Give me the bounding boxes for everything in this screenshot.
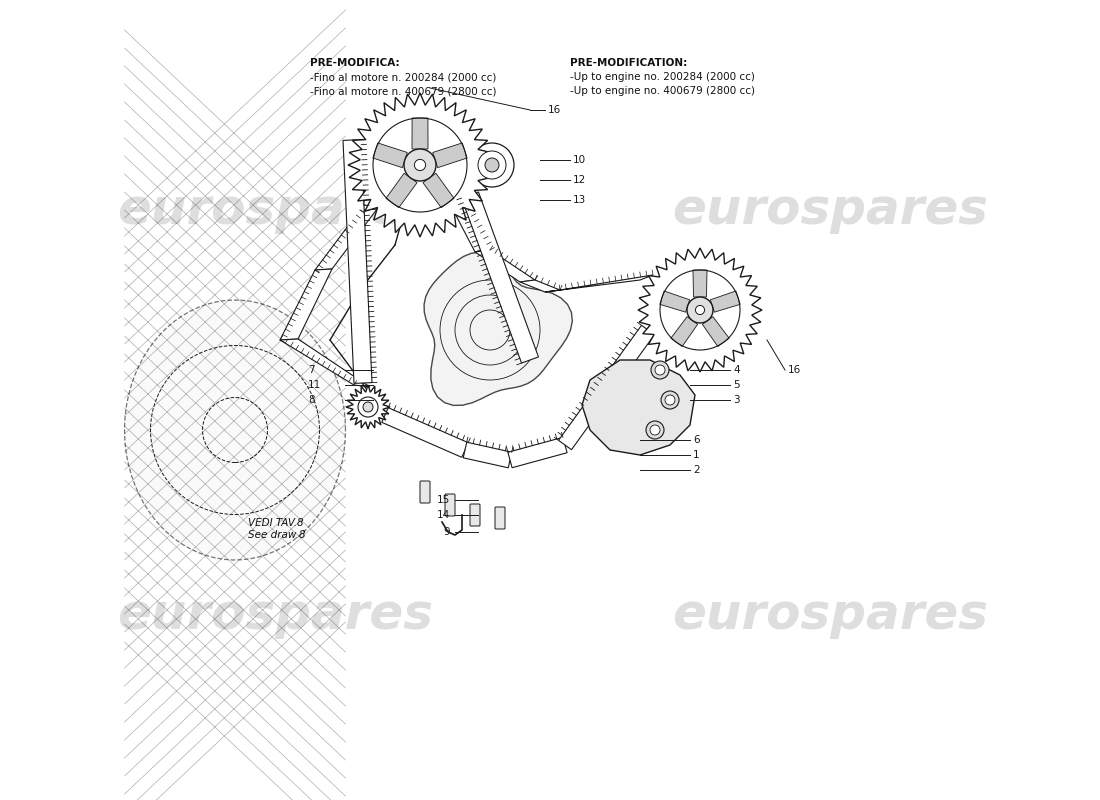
Polygon shape bbox=[422, 174, 454, 208]
Text: VEDI TAV.8
See draw.8: VEDI TAV.8 See draw.8 bbox=[248, 518, 306, 540]
Text: -Fino al motore n. 200284 (2000 cc): -Fino al motore n. 200284 (2000 cc) bbox=[310, 72, 496, 82]
Polygon shape bbox=[703, 317, 729, 346]
Polygon shape bbox=[660, 291, 690, 312]
Polygon shape bbox=[432, 143, 468, 168]
Circle shape bbox=[646, 421, 664, 439]
Text: 11: 11 bbox=[308, 380, 321, 390]
Text: -Up to engine no. 400679 (2800 cc): -Up to engine no. 400679 (2800 cc) bbox=[570, 86, 755, 96]
Polygon shape bbox=[693, 270, 707, 297]
Polygon shape bbox=[343, 139, 372, 383]
Circle shape bbox=[695, 306, 704, 314]
Polygon shape bbox=[520, 280, 560, 292]
Circle shape bbox=[651, 361, 669, 379]
Polygon shape bbox=[582, 360, 695, 455]
Text: 3: 3 bbox=[733, 395, 739, 405]
Text: PRE-MODIFICA:: PRE-MODIFICA: bbox=[310, 58, 399, 68]
Polygon shape bbox=[671, 317, 697, 346]
Circle shape bbox=[478, 151, 506, 179]
Text: 10: 10 bbox=[573, 155, 586, 165]
Text: 5: 5 bbox=[733, 380, 739, 390]
Polygon shape bbox=[386, 174, 417, 208]
Text: 12: 12 bbox=[573, 175, 586, 185]
Circle shape bbox=[363, 402, 373, 412]
Text: eurospares: eurospares bbox=[117, 591, 433, 639]
Text: 16: 16 bbox=[788, 365, 801, 375]
Polygon shape bbox=[360, 170, 396, 210]
Text: eurospares: eurospares bbox=[672, 186, 988, 234]
Circle shape bbox=[688, 297, 713, 323]
Circle shape bbox=[654, 365, 666, 375]
Circle shape bbox=[666, 395, 675, 405]
Text: 8: 8 bbox=[308, 395, 315, 405]
Circle shape bbox=[650, 425, 660, 435]
Polygon shape bbox=[508, 438, 568, 468]
Text: 7: 7 bbox=[308, 365, 315, 375]
Polygon shape bbox=[346, 385, 390, 429]
Circle shape bbox=[661, 391, 679, 409]
Polygon shape bbox=[348, 93, 492, 237]
Polygon shape bbox=[315, 209, 377, 270]
Circle shape bbox=[415, 159, 426, 170]
Text: 1: 1 bbox=[693, 450, 700, 460]
Text: eurospares: eurospares bbox=[117, 186, 433, 234]
Polygon shape bbox=[373, 143, 407, 168]
Text: -Up to engine no. 200284 (2000 cc): -Up to engine no. 200284 (2000 cc) bbox=[570, 72, 755, 82]
Circle shape bbox=[485, 158, 499, 172]
Polygon shape bbox=[638, 248, 762, 372]
Polygon shape bbox=[412, 118, 428, 149]
Text: 4: 4 bbox=[733, 365, 739, 375]
Polygon shape bbox=[475, 250, 535, 282]
Text: 6: 6 bbox=[693, 435, 700, 445]
Polygon shape bbox=[382, 408, 469, 458]
Polygon shape bbox=[463, 442, 512, 468]
Text: 13: 13 bbox=[573, 195, 586, 205]
Text: -Fino al motore n. 400679 (2800 cc): -Fino al motore n. 400679 (2800 cc) bbox=[310, 86, 496, 96]
Text: 14: 14 bbox=[437, 510, 450, 520]
Circle shape bbox=[358, 397, 378, 417]
Text: PRE-MODIFICATION:: PRE-MODIFICATION: bbox=[570, 58, 688, 68]
FancyBboxPatch shape bbox=[495, 507, 505, 529]
Polygon shape bbox=[544, 275, 653, 292]
Polygon shape bbox=[425, 252, 572, 406]
Text: 2: 2 bbox=[693, 465, 700, 475]
FancyBboxPatch shape bbox=[470, 504, 480, 526]
Text: 15: 15 bbox=[437, 495, 450, 505]
Text: eurospares: eurospares bbox=[672, 591, 988, 639]
Polygon shape bbox=[448, 200, 490, 252]
Text: 9: 9 bbox=[443, 527, 450, 537]
FancyBboxPatch shape bbox=[446, 494, 455, 516]
Polygon shape bbox=[711, 291, 740, 312]
Polygon shape bbox=[559, 326, 654, 450]
Polygon shape bbox=[280, 269, 332, 340]
Polygon shape bbox=[280, 339, 370, 387]
Polygon shape bbox=[462, 192, 539, 363]
Polygon shape bbox=[124, 300, 345, 560]
FancyBboxPatch shape bbox=[420, 481, 430, 503]
Text: 16: 16 bbox=[548, 105, 561, 115]
Circle shape bbox=[404, 149, 436, 181]
Circle shape bbox=[470, 143, 514, 187]
